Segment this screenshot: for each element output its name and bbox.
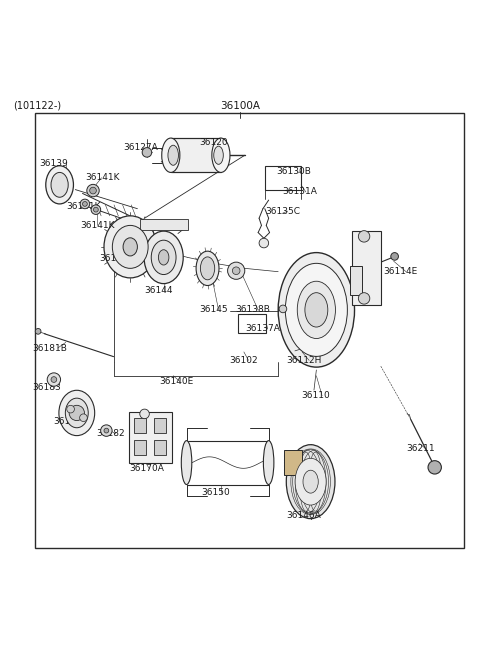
Text: 36138B: 36138B — [235, 305, 270, 314]
Ellipse shape — [104, 216, 156, 278]
Text: 36183: 36183 — [33, 383, 61, 392]
Ellipse shape — [303, 470, 318, 493]
Circle shape — [47, 373, 60, 386]
Circle shape — [259, 238, 269, 248]
Text: 36102: 36102 — [229, 356, 258, 365]
Text: 36144: 36144 — [144, 286, 173, 295]
Ellipse shape — [212, 138, 230, 173]
Bar — [350, 266, 362, 295]
Text: 36100A: 36100A — [220, 100, 260, 111]
Circle shape — [90, 187, 96, 194]
Text: 36143A: 36143A — [99, 255, 134, 263]
Ellipse shape — [112, 226, 148, 268]
Bar — [134, 418, 146, 433]
Ellipse shape — [285, 263, 348, 356]
Ellipse shape — [200, 257, 215, 280]
Text: 36130B: 36130B — [276, 167, 311, 176]
Ellipse shape — [51, 173, 68, 197]
Circle shape — [94, 207, 98, 212]
Circle shape — [80, 414, 87, 422]
Bar — [265, 166, 300, 190]
Text: 36139: 36139 — [39, 159, 68, 168]
Text: 36110: 36110 — [301, 391, 330, 400]
Ellipse shape — [278, 253, 355, 367]
Text: 36137A: 36137A — [246, 325, 281, 333]
Circle shape — [87, 184, 99, 197]
Text: 36182: 36182 — [96, 430, 124, 438]
Ellipse shape — [123, 238, 137, 256]
Ellipse shape — [162, 138, 180, 173]
Bar — [140, 219, 188, 230]
Ellipse shape — [264, 441, 274, 485]
Ellipse shape — [305, 293, 328, 327]
Bar — [238, 314, 266, 333]
Ellipse shape — [158, 250, 169, 265]
Ellipse shape — [196, 251, 219, 285]
Circle shape — [51, 377, 57, 382]
Ellipse shape — [295, 459, 326, 505]
Circle shape — [359, 231, 370, 242]
Ellipse shape — [144, 231, 183, 283]
Bar — [129, 413, 172, 462]
Circle shape — [391, 253, 398, 260]
Circle shape — [428, 461, 442, 474]
Bar — [171, 138, 221, 173]
Ellipse shape — [59, 390, 95, 436]
Text: 36146A: 36146A — [287, 510, 322, 520]
Circle shape — [279, 305, 287, 313]
Circle shape — [69, 405, 84, 420]
Ellipse shape — [168, 145, 179, 165]
Text: 36141K: 36141K — [85, 173, 120, 182]
Bar — [154, 418, 166, 433]
Bar — [134, 440, 146, 455]
Circle shape — [67, 405, 74, 413]
Ellipse shape — [46, 166, 73, 204]
Circle shape — [80, 199, 90, 209]
Ellipse shape — [214, 146, 223, 164]
Text: (101122-): (101122-) — [13, 100, 61, 111]
Circle shape — [232, 267, 240, 275]
Circle shape — [142, 148, 152, 157]
Text: 36181B: 36181B — [33, 344, 67, 352]
Text: 36141K: 36141K — [66, 202, 100, 211]
Ellipse shape — [297, 281, 336, 338]
Text: 36120: 36120 — [199, 138, 228, 148]
Text: 36131A: 36131A — [282, 188, 317, 197]
Ellipse shape — [181, 441, 192, 485]
Ellipse shape — [65, 398, 88, 428]
Text: 36135C: 36135C — [265, 207, 300, 216]
Ellipse shape — [286, 445, 335, 519]
Text: 36141K: 36141K — [80, 221, 115, 230]
Circle shape — [359, 293, 370, 304]
Text: 36170A: 36170A — [129, 464, 164, 473]
Text: 36140E: 36140E — [159, 377, 193, 386]
Text: 36170: 36170 — [53, 417, 82, 426]
Circle shape — [91, 205, 101, 215]
Circle shape — [140, 409, 149, 419]
Text: 36211: 36211 — [406, 443, 435, 453]
Bar — [352, 231, 381, 305]
Circle shape — [101, 425, 112, 436]
Text: 36145: 36145 — [199, 305, 228, 314]
Bar — [154, 440, 166, 455]
Text: 36114E: 36114E — [383, 267, 418, 276]
Circle shape — [35, 329, 41, 334]
Circle shape — [104, 428, 109, 433]
Text: 36112H: 36112H — [287, 356, 322, 365]
Circle shape — [228, 262, 245, 279]
Circle shape — [83, 201, 87, 206]
Text: 36150: 36150 — [201, 488, 229, 497]
Text: 36127A: 36127A — [123, 143, 158, 152]
Bar — [284, 450, 302, 474]
Ellipse shape — [151, 240, 176, 275]
